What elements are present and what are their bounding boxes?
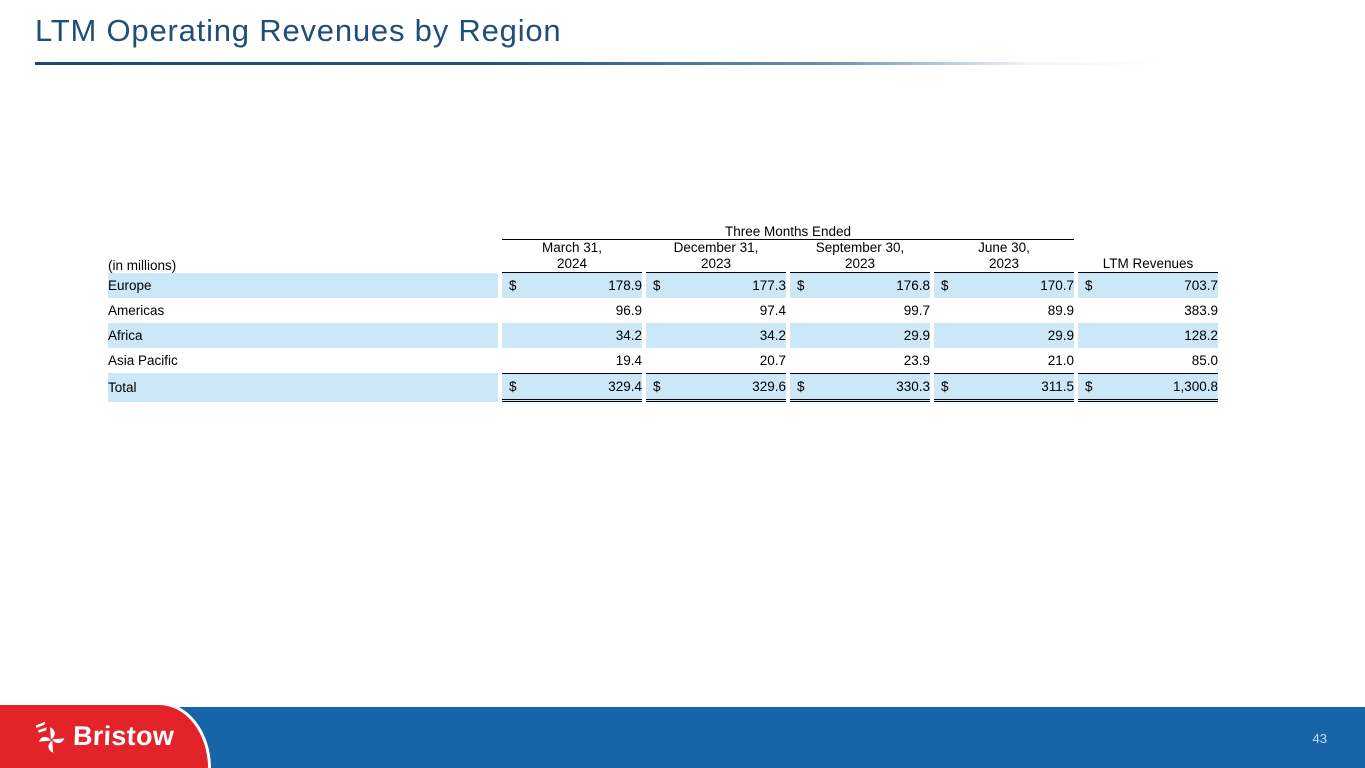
currency-symbol: $	[941, 277, 949, 293]
cell: 21.0	[934, 348, 1074, 373]
group-header: Three Months Ended	[502, 224, 1074, 240]
row-label: Asia Pacific	[108, 352, 178, 368]
cell: 34.2	[502, 322, 642, 348]
cell-value: 329.6	[752, 378, 786, 394]
cell: 29.9	[790, 322, 930, 348]
cell: 19.4	[502, 348, 642, 373]
cell: $329.6	[646, 372, 786, 402]
cell-value: 29.9	[903, 327, 930, 343]
cell: $1,300.8	[1078, 372, 1218, 402]
cell-value: 19.4	[615, 352, 642, 368]
cell: 128.2	[1078, 322, 1218, 348]
column-header-q4: June 30, 2023	[934, 240, 1074, 273]
cell-value: 96.9	[615, 302, 642, 318]
cell-value: 177.3	[752, 277, 786, 293]
currency-symbol: $	[509, 277, 517, 293]
cell-value: 703.7	[1184, 277, 1218, 293]
cell: $330.3	[790, 372, 930, 402]
cell: $170.7	[934, 272, 1074, 298]
cell-value: 330.3	[896, 378, 930, 394]
column-header-q1: March 31, 2024	[502, 240, 642, 273]
cell-value: 34.2	[759, 327, 786, 343]
cell-value: 128.2	[1184, 327, 1218, 343]
cell-value: 29.9	[1047, 327, 1074, 343]
row-label: Europe	[108, 272, 498, 298]
cell-value: 1,300.8	[1172, 378, 1218, 394]
cell: $703.7	[1078, 272, 1218, 298]
currency-symbol: $	[1085, 277, 1093, 293]
column-header-q3: September 30, 2023	[790, 240, 930, 273]
currency-symbol: $	[797, 378, 805, 394]
empty-cell	[108, 224, 498, 240]
footer-bar: 43	[0, 707, 1365, 768]
revenue-table: Three Months Ended (in millions) March 3…	[104, 224, 1222, 402]
cell-value: 176.8	[896, 277, 930, 293]
cell-value: 329.4	[608, 378, 642, 394]
table-row-total: Total $329.4 $329.6 $330.3 $311.5 $1,300…	[108, 372, 1218, 402]
cell-value: 97.4	[759, 302, 786, 318]
cell-value: 21.0	[1047, 352, 1074, 368]
cell: 85.0	[1078, 348, 1218, 373]
currency-symbol: $	[653, 378, 661, 394]
table-row-europe: Europe $178.9 $177.3 $176.8 $170.7 $703.…	[108, 272, 1218, 298]
page-number: 43	[1312, 731, 1327, 746]
cell-value: 178.9	[608, 277, 642, 293]
column-header-row: (in millions) March 31, 2024 December 31…	[108, 240, 1218, 273]
brand-tab: Bristow	[0, 702, 211, 768]
currency-symbol: $	[509, 378, 517, 394]
cell-value: 23.9	[903, 352, 930, 368]
table-row-asia-pacific: Asia Pacific 19.4 20.7 23.9 21.0 85.0	[108, 348, 1218, 373]
pinwheel-logo-icon	[35, 721, 65, 753]
cell-value: 89.9	[1047, 302, 1074, 318]
row-label: Americas	[108, 302, 165, 318]
cell: $176.8	[790, 272, 930, 298]
currency-symbol: $	[1085, 378, 1093, 394]
cell-value: 311.5	[1041, 378, 1074, 394]
row-label: Total	[108, 372, 498, 402]
table-row-americas: Americas 96.9 97.4 99.7 89.9 383.9	[108, 298, 1218, 323]
cell: 34.2	[646, 322, 786, 348]
empty-cell	[1078, 224, 1218, 240]
row-label: Africa	[108, 322, 498, 348]
cell-value: 34.2	[615, 327, 642, 343]
cell: 99.7	[790, 298, 930, 323]
cell: 96.9	[502, 298, 642, 323]
currency-symbol: $	[797, 277, 805, 293]
column-header-q2: December 31, 2023	[646, 240, 786, 273]
cell: 20.7	[646, 348, 786, 373]
brand-wordmark: Bristow	[72, 720, 175, 751]
cell: $311.5	[934, 372, 1074, 402]
cell: 89.9	[934, 298, 1074, 323]
cell: $177.3	[646, 272, 786, 298]
cell: $329.4	[502, 372, 642, 402]
cell-value: 20.7	[759, 352, 786, 368]
cell: $178.9	[502, 272, 642, 298]
currency-symbol: $	[653, 277, 661, 293]
cell-value: 85.0	[1191, 352, 1218, 368]
unit-label: (in millions)	[108, 257, 177, 273]
group-header-row: Three Months Ended	[108, 224, 1218, 240]
title-underline	[35, 62, 1167, 65]
page-title: LTM Operating Revenues by Region	[35, 13, 562, 48]
cell-value: 383.9	[1184, 302, 1218, 318]
brand-logo: Bristow	[34, 717, 175, 755]
column-header-ltm: LTM Revenues	[1078, 240, 1218, 273]
currency-symbol: $	[941, 378, 949, 394]
cell-value: 170.7	[1040, 277, 1074, 293]
cell: 23.9	[790, 348, 930, 373]
cell: 29.9	[934, 322, 1074, 348]
revenue-table-container: Three Months Ended (in millions) March 3…	[104, 224, 1222, 402]
table-row-africa: Africa 34.2 34.2 29.9 29.9 128.2	[108, 322, 1218, 348]
cell-value: 99.7	[903, 302, 930, 318]
cell: 97.4	[646, 298, 786, 323]
cell: 383.9	[1078, 298, 1218, 323]
